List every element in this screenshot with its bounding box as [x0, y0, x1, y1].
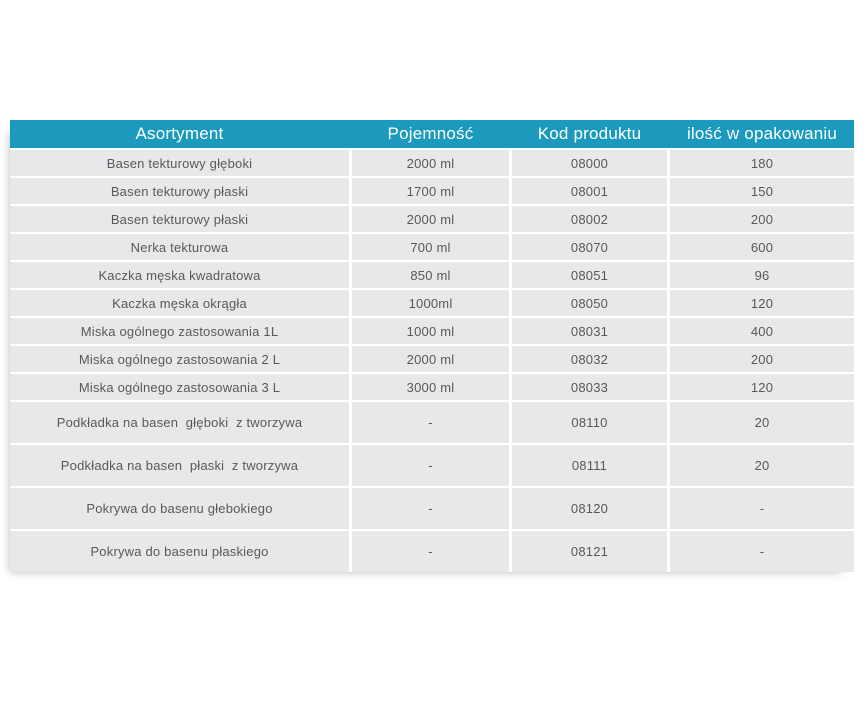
table-row: Basen tekturowy głęboki 2000 ml 08000 180	[10, 150, 854, 176]
cell-kod-produktu: 08051	[512, 262, 667, 288]
cell-asortyment: Pokrywa do basenu płaskiego	[10, 531, 349, 572]
cell-asortyment: Miska ogólnego zastosowania 3 L	[10, 374, 349, 400]
cell-ilosc-w-opakowaniu: -	[670, 488, 854, 529]
cell-kod-produktu: 08000	[512, 150, 667, 176]
cell-kod-produktu: 08110	[512, 402, 667, 443]
cell-pojemnosc: 850 ml	[352, 262, 509, 288]
cell-kod-produktu: 08032	[512, 346, 667, 372]
cell-ilosc-w-opakowaniu: 96	[670, 262, 854, 288]
cell-kod-produktu: 08121	[512, 531, 667, 572]
cell-ilosc-w-opakowaniu: 200	[670, 346, 854, 372]
cell-ilosc-w-opakowaniu: 200	[670, 206, 854, 232]
cell-asortyment: Basen tekturowy płaski	[10, 178, 349, 204]
cell-kod-produktu: 08033	[512, 374, 667, 400]
cell-kod-produktu: 08111	[512, 445, 667, 486]
cell-asortyment: Nerka tekturowa	[10, 234, 349, 260]
cell-ilosc-w-opakowaniu: 20	[670, 445, 854, 486]
table-row: Nerka tekturowa 700 ml 08070 600	[10, 234, 854, 260]
table-header-row: Asortyment Pojemność Kod produktu ilość …	[10, 120, 854, 148]
cell-asortyment: Miska ogólnego zastosowania 1L	[10, 318, 349, 344]
cell-kod-produktu: 08001	[512, 178, 667, 204]
cell-asortyment: Kaczka męska okrągła	[10, 290, 349, 316]
table-row: Kaczka męska okrągła 1000ml 08050 120	[10, 290, 854, 316]
table-body: Basen tekturowy głęboki 2000 ml 08000 180 Ba…	[10, 150, 854, 572]
cell-ilosc-w-opakowaniu: 20	[670, 402, 854, 443]
header-pojemnosc: Pojemność	[387, 124, 474, 143]
table-row: Pokrywa do basenu głebokiego -08120-	[10, 488, 854, 529]
cell-ilosc-w-opakowaniu: 150	[670, 178, 854, 204]
cell-asortyment: Podkładka na basen płaski z tworzywa	[10, 445, 349, 486]
cell-kod-produktu: 08002	[512, 206, 667, 232]
cell-pojemnosc: 2000 ml	[352, 346, 509, 372]
cell-pojemnosc: 2000 ml	[352, 206, 509, 232]
product-table: Asortyment Pojemność Kod produktu ilość …	[10, 120, 854, 572]
cell-kod-produktu: 08120	[512, 488, 667, 529]
cell-pojemnosc: 1000ml	[352, 290, 509, 316]
cell-pojemnosc: -	[352, 402, 509, 443]
cell-asortyment: Pokrywa do basenu głebokiego	[10, 488, 349, 529]
header-kod-produktu: Kod produktu	[537, 124, 642, 143]
cell-ilosc-w-opakowaniu: 120	[670, 374, 854, 400]
cell-pojemnosc: -	[352, 445, 509, 486]
header-ilosc-w-opakowaniu: ilość w opakowaniu	[686, 124, 838, 143]
header-asortyment: Asortyment	[135, 124, 224, 143]
table-row: Miska ogólnego zastosowania 1L 1000 ml 080…	[10, 318, 854, 344]
cell-pojemnosc: 1000 ml	[352, 318, 509, 344]
cell-kod-produktu: 08031	[512, 318, 667, 344]
cell-ilosc-w-opakowaniu: -	[670, 531, 854, 572]
cell-kod-produktu: 08050	[512, 290, 667, 316]
table-row: Pokrywa do basenu płaskiego -08121-	[10, 531, 854, 572]
cell-pojemnosc: 700 ml	[352, 234, 509, 260]
table-row: Miska ogólnego zastosowania 2 L 2000 ml 08…	[10, 346, 854, 372]
cell-ilosc-w-opakowaniu: 180	[670, 150, 854, 176]
cell-ilosc-w-opakowaniu: 120	[670, 290, 854, 316]
table-row: Miska ogólnego zastosowania 3 L 3000 ml 08…	[10, 374, 854, 400]
cell-pojemnosc: 3000 ml	[352, 374, 509, 400]
table-row: Basen tekturowy płaski 1700 ml 08001 150	[10, 178, 854, 204]
cell-asortyment: Miska ogólnego zastosowania 2 L	[10, 346, 349, 372]
cell-asortyment: Basen tekturowy płaski	[10, 206, 349, 232]
cell-asortyment: Podkładka na basen głęboki z tworzywa	[10, 402, 349, 443]
cell-ilosc-w-opakowaniu: 600	[670, 234, 854, 260]
cell-asortyment: Kaczka męska kwadratowa	[10, 262, 349, 288]
cell-ilosc-w-opakowaniu: 400	[670, 318, 854, 344]
table-row: Kaczka męska kwadratowa 850 ml 08051 96	[10, 262, 854, 288]
table-row: Podkładka na basen głęboki z tworzywa -08…	[10, 402, 854, 443]
cell-pojemnosc: -	[352, 531, 509, 572]
cell-pojemnosc: -	[352, 488, 509, 529]
cell-pojemnosc: 1700 ml	[352, 178, 509, 204]
table-row: Podkładka na basen płaski z tworzywa -081…	[10, 445, 854, 486]
table-row: Basen tekturowy płaski 2000 ml 08002 200	[10, 206, 854, 232]
cell-asortyment: Basen tekturowy głęboki	[10, 150, 349, 176]
cell-kod-produktu: 08070	[512, 234, 667, 260]
cell-pojemnosc: 2000 ml	[352, 150, 509, 176]
